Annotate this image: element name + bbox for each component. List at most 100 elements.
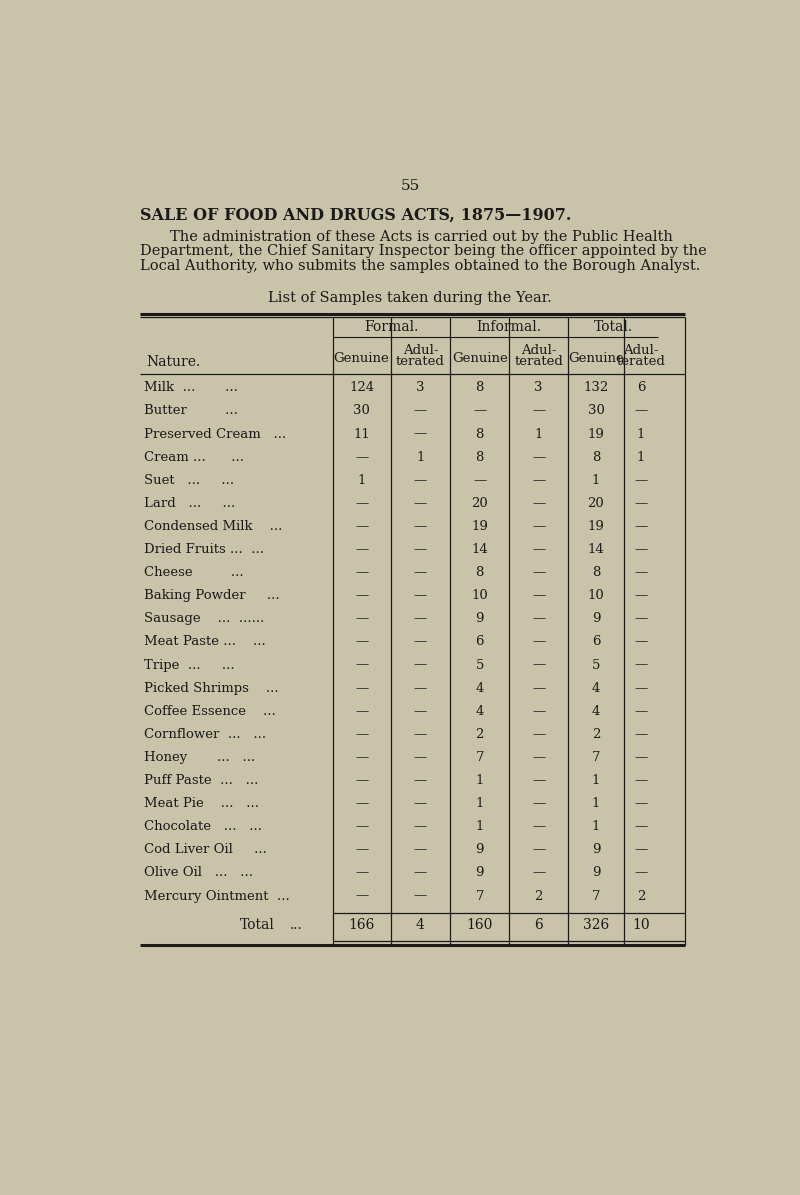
Text: 10: 10: [471, 589, 488, 602]
Text: Cream ...      ...: Cream ... ...: [144, 451, 244, 464]
Text: —: —: [414, 404, 427, 417]
Text: 20: 20: [588, 497, 604, 510]
Text: —: —: [355, 636, 368, 649]
Text: ...: ...: [290, 918, 302, 932]
Text: Coffee Essence    ...: Coffee Essence ...: [144, 705, 276, 718]
Text: —: —: [634, 612, 647, 625]
Text: Cornflower  ...   ...: Cornflower ... ...: [144, 728, 266, 741]
Text: 8: 8: [475, 381, 484, 394]
Text: —: —: [414, 520, 427, 533]
Text: —: —: [355, 705, 368, 718]
Text: —: —: [414, 612, 427, 625]
Text: List of Samples taken during the Year.: List of Samples taken during the Year.: [268, 292, 552, 305]
Text: 6: 6: [637, 381, 646, 394]
Text: —: —: [532, 728, 546, 741]
Text: —: —: [532, 866, 546, 880]
Text: 7: 7: [592, 750, 600, 764]
Text: —: —: [355, 566, 368, 580]
Text: —: —: [355, 589, 368, 602]
Text: Picked Shrimps    ...: Picked Shrimps ...: [144, 681, 279, 694]
Text: —: —: [532, 404, 546, 417]
Text: 14: 14: [471, 543, 488, 556]
Text: —: —: [473, 404, 486, 417]
Text: —: —: [414, 866, 427, 880]
Text: 6: 6: [475, 636, 484, 649]
Text: —: —: [634, 750, 647, 764]
Text: 1: 1: [416, 451, 425, 464]
Text: 4: 4: [475, 681, 484, 694]
Text: Adul-: Adul-: [521, 344, 557, 357]
Text: Sausage    ...  ......: Sausage ... ......: [144, 612, 265, 625]
Text: Condensed Milk    ...: Condensed Milk ...: [144, 520, 282, 533]
Text: SALE OF FOOD AND DRUGS ACTS, 1875—1907.: SALE OF FOOD AND DRUGS ACTS, 1875—1907.: [140, 207, 572, 223]
Text: 55: 55: [400, 179, 420, 192]
Text: —: —: [414, 728, 427, 741]
Text: —: —: [634, 844, 647, 857]
Text: —: —: [532, 820, 546, 833]
Text: Informal.: Informal.: [477, 320, 542, 333]
Text: —: —: [532, 774, 546, 788]
Text: —: —: [532, 750, 546, 764]
Text: 1: 1: [534, 428, 543, 441]
Text: —: —: [414, 681, 427, 694]
Text: —: —: [355, 866, 368, 880]
Text: —: —: [532, 844, 546, 857]
Text: 326: 326: [583, 918, 609, 932]
Text: 8: 8: [475, 428, 484, 441]
Text: —: —: [532, 543, 546, 556]
Text: —: —: [414, 705, 427, 718]
Text: 1: 1: [637, 451, 645, 464]
Text: 1: 1: [475, 820, 484, 833]
Text: 5: 5: [475, 658, 484, 672]
Text: 19: 19: [587, 428, 605, 441]
Text: Meat Paste ...    ...: Meat Paste ... ...: [144, 636, 266, 649]
Text: —: —: [532, 681, 546, 694]
Text: —: —: [414, 820, 427, 833]
Text: 9: 9: [475, 612, 484, 625]
Text: 30: 30: [587, 404, 605, 417]
Text: 2: 2: [637, 889, 645, 902]
Text: —: —: [532, 705, 546, 718]
Text: —: —: [532, 658, 546, 672]
Text: Cheese         ...: Cheese ...: [144, 566, 244, 580]
Text: —: —: [355, 774, 368, 788]
Text: 8: 8: [592, 566, 600, 580]
Text: —: —: [634, 797, 647, 810]
Text: Dried Fruits ...  ...: Dried Fruits ... ...: [144, 543, 264, 556]
Text: —: —: [355, 451, 368, 464]
Text: 2: 2: [534, 889, 543, 902]
Text: Lard   ...     ...: Lard ... ...: [144, 497, 235, 510]
Text: 4: 4: [416, 918, 425, 932]
Text: Genuine: Genuine: [334, 353, 390, 364]
Text: 7: 7: [475, 750, 484, 764]
Text: —: —: [414, 543, 427, 556]
Text: Local Authority, who submits the samples obtained to the Borough Analyst.: Local Authority, who submits the samples…: [140, 259, 701, 272]
Text: terated: terated: [396, 355, 445, 368]
Text: 1: 1: [592, 797, 600, 810]
Text: The administration of these Acts is carried out by the Public Health: The administration of these Acts is carr…: [170, 229, 673, 244]
Text: 9: 9: [592, 844, 600, 857]
Text: —: —: [634, 497, 647, 510]
Text: Cod Liver Oil     ...: Cod Liver Oil ...: [144, 844, 267, 857]
Text: 1: 1: [592, 473, 600, 486]
Text: Tripe  ...     ...: Tripe ... ...: [144, 658, 235, 672]
Text: 3: 3: [416, 381, 425, 394]
Text: 2: 2: [592, 728, 600, 741]
Text: —: —: [532, 566, 546, 580]
Text: 6: 6: [534, 918, 543, 932]
Text: Baking Powder     ...: Baking Powder ...: [144, 589, 280, 602]
Text: 4: 4: [592, 705, 600, 718]
Text: —: —: [355, 820, 368, 833]
Text: 7: 7: [475, 889, 484, 902]
Text: —: —: [634, 636, 647, 649]
Text: —: —: [414, 658, 427, 672]
Text: Meat Pie    ...   ...: Meat Pie ... ...: [144, 797, 259, 810]
Text: Adul-: Adul-: [402, 344, 438, 357]
Text: 124: 124: [349, 381, 374, 394]
Text: terated: terated: [514, 355, 563, 368]
Text: 132: 132: [583, 381, 609, 394]
Text: —: —: [532, 520, 546, 533]
Text: 10: 10: [632, 918, 650, 932]
Text: 10: 10: [588, 589, 604, 602]
Text: —: —: [634, 473, 647, 486]
